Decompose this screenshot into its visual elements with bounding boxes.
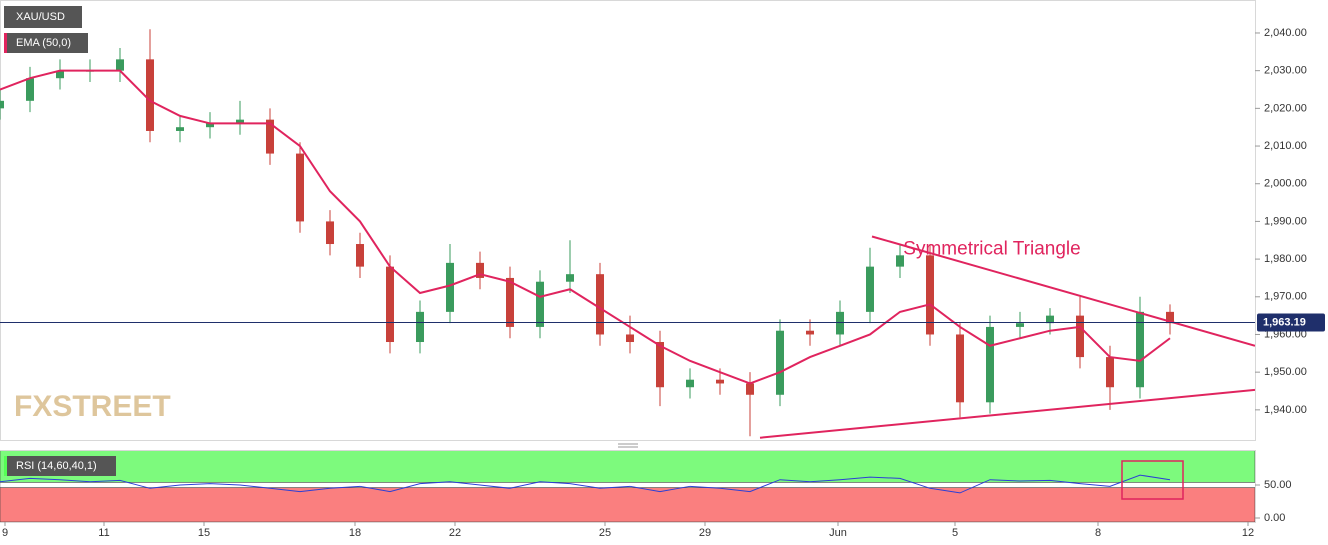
y-tick-label: 1,940.00	[1264, 404, 1307, 416]
candle-body	[56, 70, 64, 79]
legend-label: RSI (14,60,40,1)	[16, 460, 97, 472]
candle-body	[896, 255, 904, 267]
y-tick-label: 0.00	[1264, 512, 1285, 524]
candle-body	[776, 330, 784, 395]
candle-body	[176, 127, 184, 131]
x-tick-label: 25	[599, 527, 611, 539]
x-tick-label: 5	[952, 527, 958, 539]
candle-body	[356, 244, 364, 267]
highlight-box	[1121, 460, 1184, 500]
candle-body	[1166, 311, 1174, 324]
y-tick-label: 1,980.00	[1264, 253, 1307, 265]
candle-body	[596, 274, 604, 335]
candle-body	[926, 255, 934, 335]
candle-body	[476, 262, 484, 278]
rsi-plot	[0, 451, 1255, 522]
candle-body	[296, 153, 304, 222]
candle-body	[1136, 311, 1144, 388]
candle-body	[446, 262, 454, 312]
candle-body	[1106, 357, 1114, 388]
candle-body	[956, 334, 964, 403]
price-label-box	[1257, 313, 1325, 332]
candle-body	[806, 330, 814, 335]
legend-swatch	[4, 456, 7, 476]
y-tick-label: 2,010.00	[1264, 140, 1307, 152]
candle-body	[746, 383, 754, 395]
legend-box	[4, 456, 116, 476]
candle-body	[386, 266, 394, 343]
x-tick-label: 8	[1095, 527, 1101, 539]
y-tick-label: 2,040.00	[1264, 27, 1307, 39]
candle-body	[536, 281, 544, 327]
candle-body	[716, 379, 724, 384]
candle-body	[656, 342, 664, 388]
candle-body	[1076, 315, 1084, 358]
candle-body	[26, 78, 34, 101]
candle-body	[206, 123, 214, 128]
candle-body	[116, 59, 124, 71]
x-tick-label: 29	[699, 527, 711, 539]
candle-body	[146, 59, 154, 131]
candle-body	[416, 311, 424, 343]
x-tick-label: 15	[198, 527, 210, 539]
candle-body	[986, 326, 994, 403]
rsi-zone	[0, 487, 1255, 522]
candle-body	[836, 311, 844, 335]
watermark: FXSTREET	[14, 390, 171, 423]
chart-title: XAU/USD	[16, 11, 65, 23]
y-tick-label: 2,030.00	[1264, 65, 1307, 77]
y-tick-label: 50.00	[1264, 479, 1292, 491]
candle-body	[506, 277, 514, 327]
legend-label: EMA (50,0)	[16, 37, 71, 49]
legend-swatch	[4, 33, 7, 53]
x-tick-label: 18	[349, 527, 361, 539]
x-tick-label: 22	[449, 527, 461, 539]
trendline	[759, 388, 1255, 439]
candle-body	[626, 334, 634, 343]
y-tick-label: 2,020.00	[1264, 102, 1307, 114]
candle-body	[686, 379, 694, 388]
trendline	[871, 235, 1255, 347]
legend-entry: EMA (50,0)	[4, 33, 88, 53]
annotation: Symmetrical Triangle	[903, 239, 1080, 260]
candle-body	[266, 119, 274, 154]
y-tick-label: 1,990.00	[1264, 215, 1307, 227]
x-tick-label: 9	[2, 527, 8, 539]
y-tick-label: 1,950.00	[1264, 366, 1307, 378]
legend-box	[4, 33, 88, 53]
x-tick-label: Jun	[829, 527, 847, 539]
y-tick-label: 2,000.00	[1264, 178, 1307, 190]
rsi-line	[0, 474, 1171, 494]
title-box	[4, 6, 82, 28]
candle-body	[866, 266, 874, 312]
price-panel	[0, 0, 1256, 441]
candle-body	[326, 221, 334, 245]
x-tick-label: 11	[98, 527, 109, 539]
rsi-zone	[0, 451, 1255, 483]
candle-body	[566, 274, 574, 282]
candle-body	[0, 100, 4, 109]
x-tick-label: 12	[1242, 527, 1254, 539]
price-label: 1,963.19	[1263, 316, 1306, 328]
candle-body	[236, 119, 244, 124]
candle-body	[1046, 315, 1054, 324]
price-plot	[0, 29, 1255, 439]
y-tick-label: 1,970.00	[1264, 291, 1307, 303]
ema-line	[0, 69, 1171, 385]
candle-body	[1016, 323, 1024, 327]
